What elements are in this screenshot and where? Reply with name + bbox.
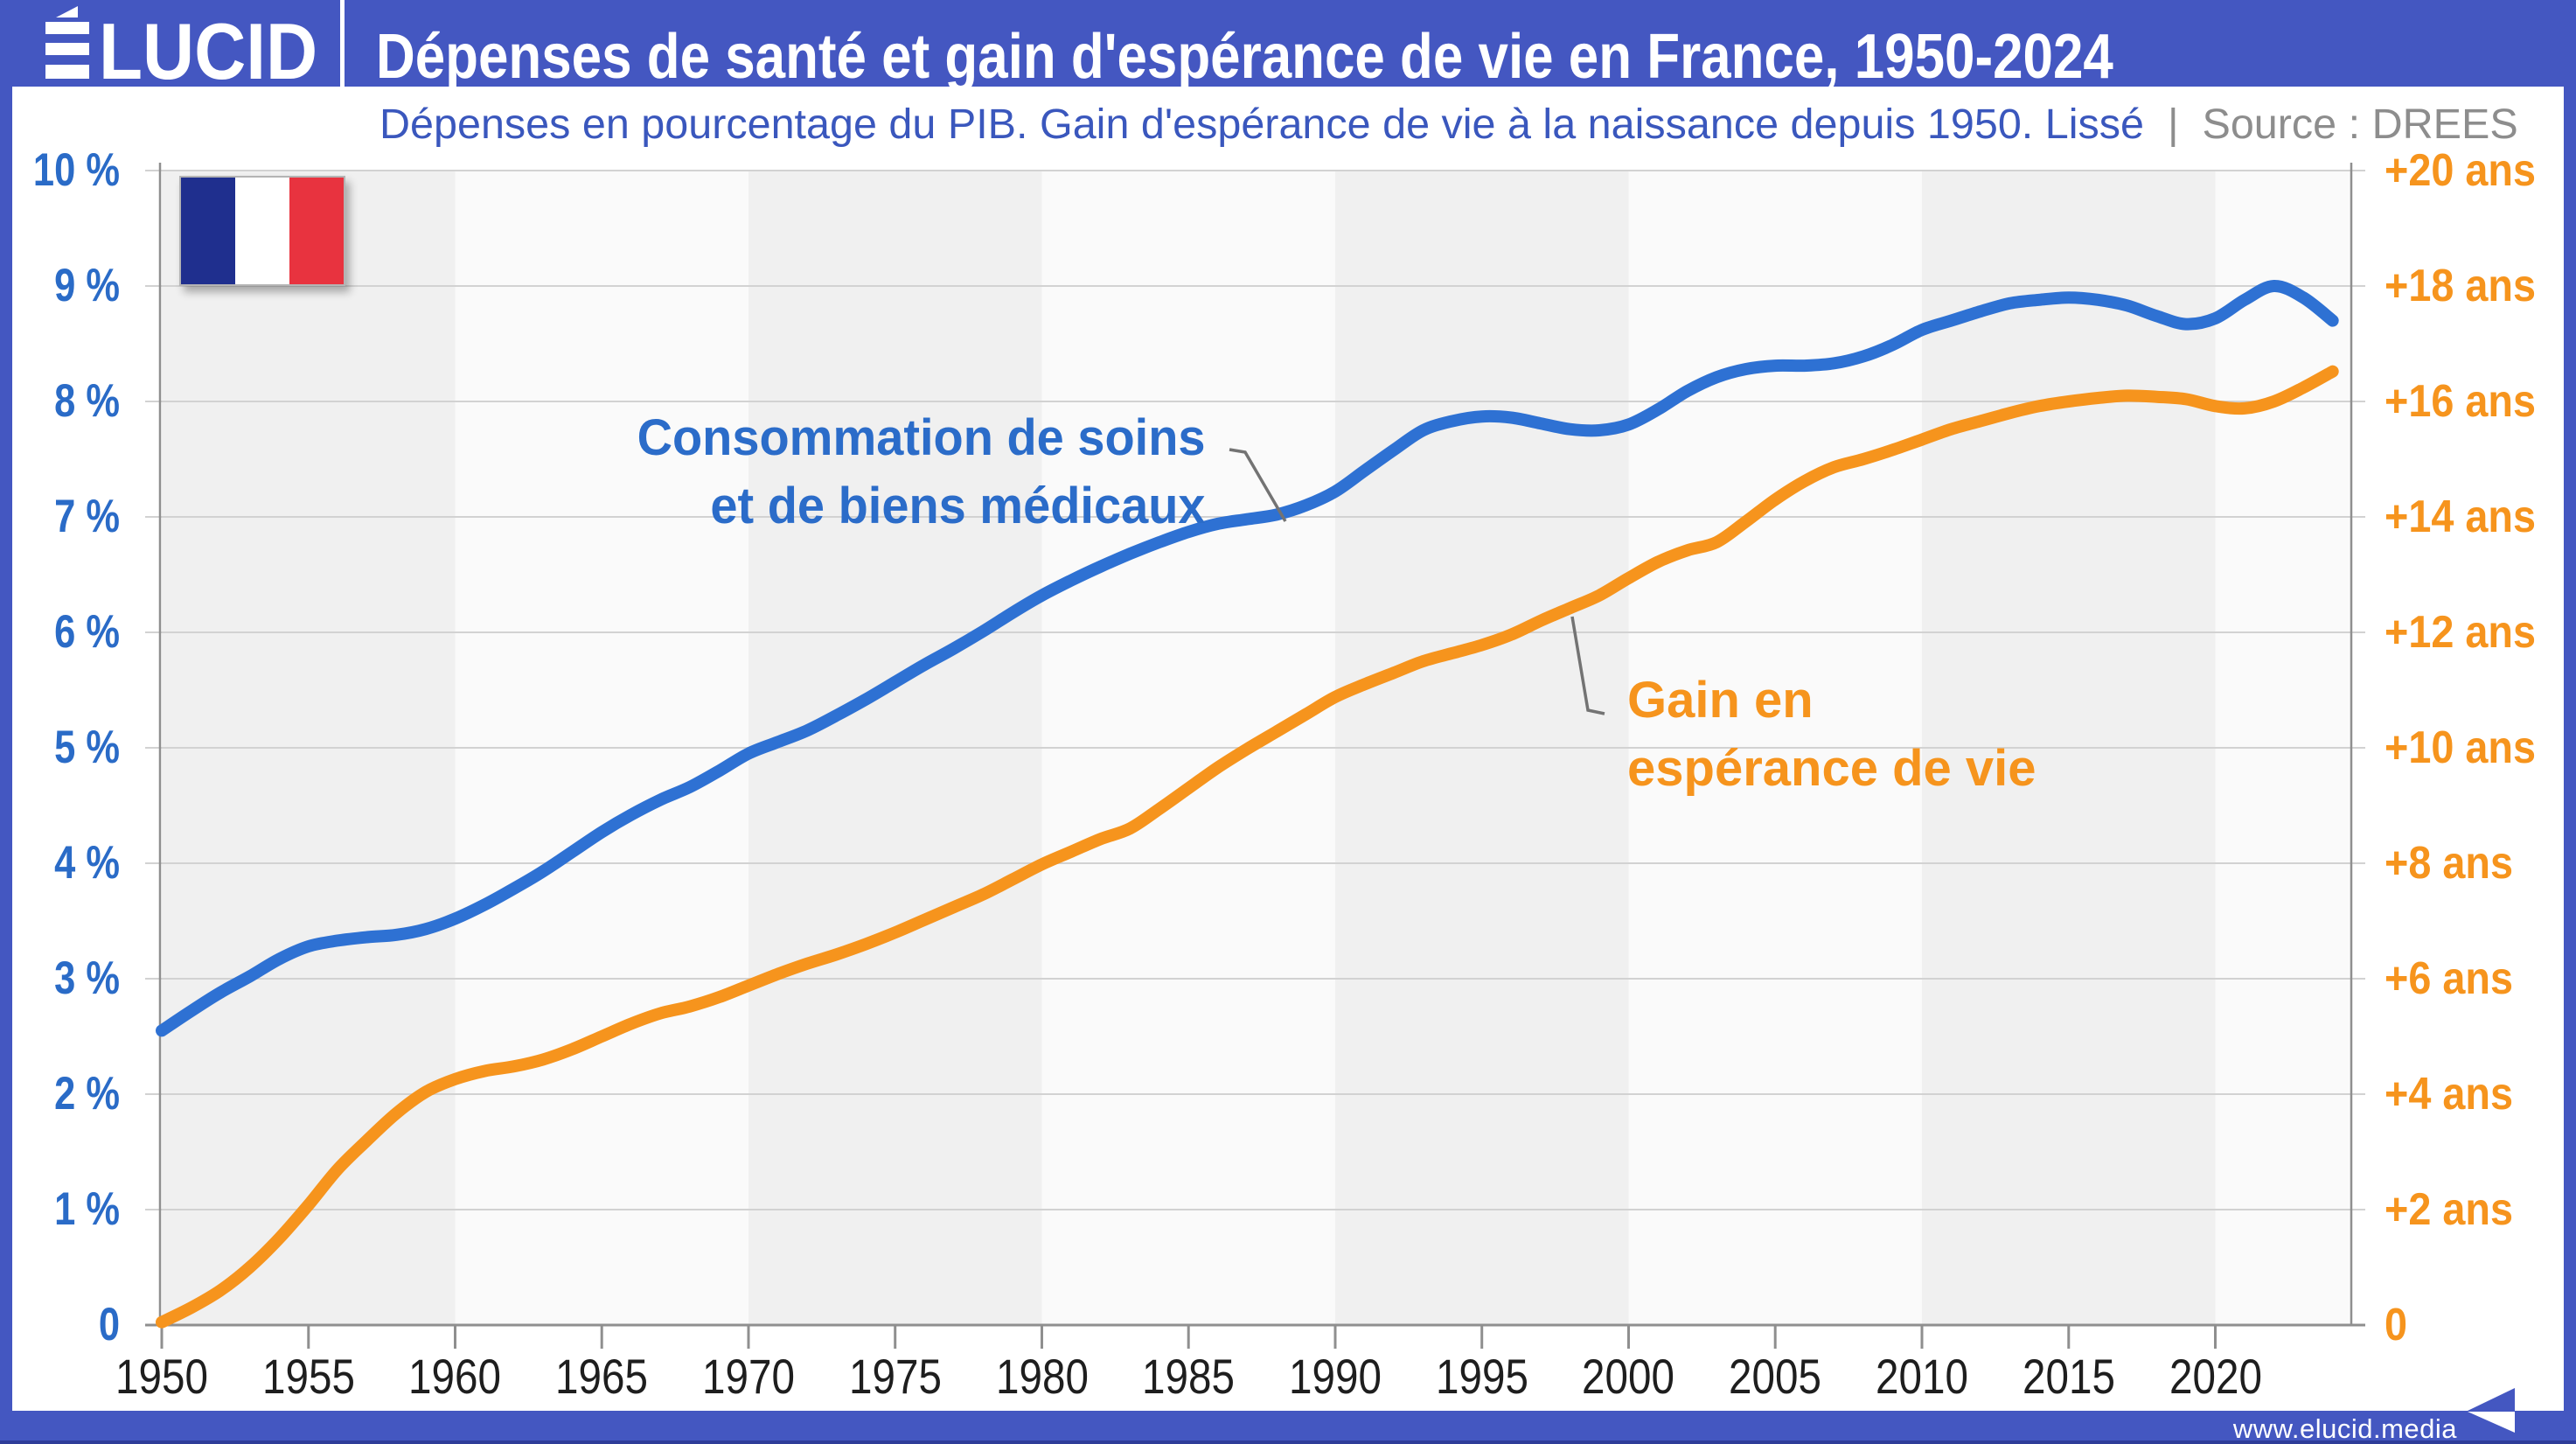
svg-text:LUCID: LUCID [99,8,317,87]
